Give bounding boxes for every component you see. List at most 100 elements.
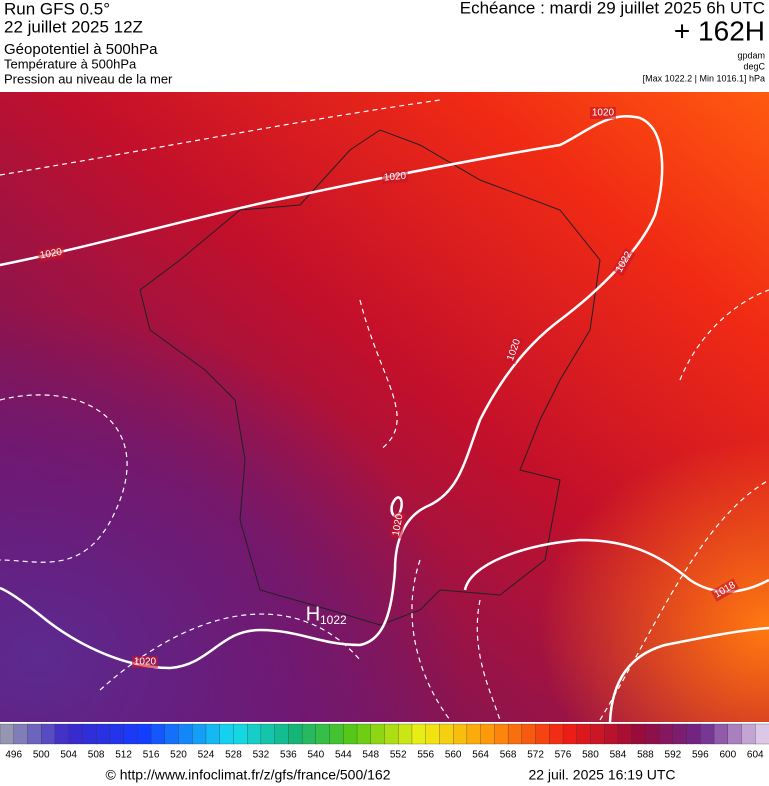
colorbar-swatch	[384, 723, 399, 745]
colorbar-swatch	[247, 723, 262, 745]
colorbar-swatch	[150, 723, 166, 745]
run-title: Run GFS 0.5°	[4, 0, 110, 18]
colorbar-swatch	[260, 723, 276, 745]
colorbar-swatch	[439, 723, 454, 745]
field-shade	[0, 92, 769, 722]
colorbar-label: 504	[60, 750, 77, 761]
colorbar-swatch	[755, 723, 769, 745]
colorbar-label: 580	[582, 750, 599, 761]
colorbar-swatch	[645, 723, 660, 745]
colorbar-swatch	[68, 723, 84, 745]
colorbar-swatch	[398, 723, 413, 745]
colorbar-label: 528	[225, 750, 242, 761]
unit: degC	[743, 61, 765, 71]
isobar-label-bg	[381, 169, 409, 185]
colorbar-swatch	[288, 723, 303, 745]
isobar-label-bg	[132, 656, 158, 668]
high-label: H	[306, 603, 320, 625]
colorbar-label: 552	[390, 750, 407, 761]
isobar-label: 1020	[134, 657, 157, 668]
source-url: © http://www.infoclimat.fr/z/gfs/france/…	[106, 767, 391, 783]
colorbar-swatch	[274, 723, 290, 745]
colorbar-label: 588	[637, 750, 654, 761]
colorbar-swatch	[713, 723, 729, 745]
isobar-label: 1020	[391, 513, 406, 537]
colorbar-swatch	[192, 723, 207, 745]
colorbar-swatch	[109, 723, 125, 745]
colorbar-swatch	[13, 723, 29, 745]
colorbar-swatch	[686, 723, 701, 745]
colorbar-swatch	[617, 723, 633, 745]
map	[0, 92, 769, 723]
colorbar-swatch	[549, 723, 564, 745]
coastline	[139, 129, 601, 626]
colorbar-swatch	[137, 723, 152, 745]
isobar-label: 1020	[383, 171, 407, 184]
colorbar-swatch	[205, 723, 221, 745]
colorbar-swatch	[164, 723, 180, 745]
run-date: 22 juillet 2025 12Z	[4, 17, 143, 36]
colorbar-swatch	[233, 723, 248, 745]
field-name: Température à 500hPa	[4, 56, 137, 71]
colorbar-swatch	[521, 723, 537, 745]
colorbar-swatch	[562, 723, 578, 745]
colorbar-label: 540	[307, 750, 324, 761]
isobar-label-bg	[590, 107, 616, 119]
colorbar-label: 496	[5, 750, 22, 761]
colorbar-swatch	[453, 723, 468, 745]
colorbar-label: 568	[500, 750, 517, 761]
colorbar-swatch	[301, 723, 317, 745]
colorbar-label: 560	[445, 750, 462, 761]
colorbar-swatch	[631, 723, 647, 745]
isobar-label-bg	[37, 245, 65, 263]
colorbar-label: 576	[555, 750, 572, 761]
colorbar-label: 556	[417, 750, 434, 761]
colorbar-label: 508	[88, 750, 105, 761]
isobar-label-bg	[710, 578, 740, 602]
colorbar-swatch	[604, 723, 619, 745]
colorbar-label: 536	[280, 750, 297, 761]
colorbar-swatch	[672, 723, 688, 745]
colorbar-swatch	[700, 723, 715, 745]
colorbar-swatch	[54, 723, 70, 745]
colorbar-swatch	[315, 723, 331, 745]
colorbar-swatch	[411, 723, 427, 745]
colorbar-label: 592	[665, 750, 682, 761]
isotherms	[0, 99, 769, 721]
colorbar-label: 604	[747, 750, 764, 761]
colorbar-swatch	[480, 723, 496, 745]
colorbar-swatch	[494, 723, 509, 745]
colorbar-swatch	[590, 723, 605, 745]
colorbar-swatch	[219, 723, 235, 745]
unit: gpdam	[737, 50, 765, 60]
colorbar-swatch	[370, 723, 386, 745]
colorbar-label: 532	[253, 750, 270, 761]
isobar-label-bg	[503, 335, 525, 365]
colorbar-swatch	[123, 723, 138, 745]
header: Run GFS 0.5° 22 juillet 2025 12Z Géopote…	[4, 0, 766, 86]
pressure-range: [Max 1022.2 | Min 1016.1] hPa	[643, 73, 765, 83]
colorbar-swatch	[535, 723, 550, 745]
lead-time: + 162H	[674, 15, 765, 46]
field-name: Géopotentiel à 500hPa	[4, 41, 158, 58]
colorbar-label: 572	[527, 750, 544, 761]
isobar-label-bg	[389, 511, 407, 539]
colorbar-swatch	[466, 723, 482, 745]
colorbar-swatch	[356, 723, 372, 745]
field-name: Pression au niveau de la mer	[4, 71, 173, 86]
colorbar-label: 596	[692, 750, 709, 761]
colorbar-swatch	[329, 723, 344, 745]
colorbar-swatch	[507, 723, 523, 745]
colorbar-label: 584	[610, 750, 627, 761]
colorbar-swatch	[658, 723, 674, 745]
colorbar-label: 564	[472, 750, 489, 761]
high-value: 1022	[320, 613, 347, 627]
colorbar-swatch	[425, 723, 441, 745]
valid-time: Echéance : mardi 29 juillet 2025 6h UTC	[460, 0, 765, 17]
colorbar-label: 516	[143, 750, 160, 761]
colorbar-swatch	[343, 723, 358, 745]
generated-time: 22 juil. 2025 16:19 UTC	[528, 767, 675, 783]
isobar-label-bg	[612, 247, 636, 277]
colorbar-label: 500	[33, 750, 50, 761]
